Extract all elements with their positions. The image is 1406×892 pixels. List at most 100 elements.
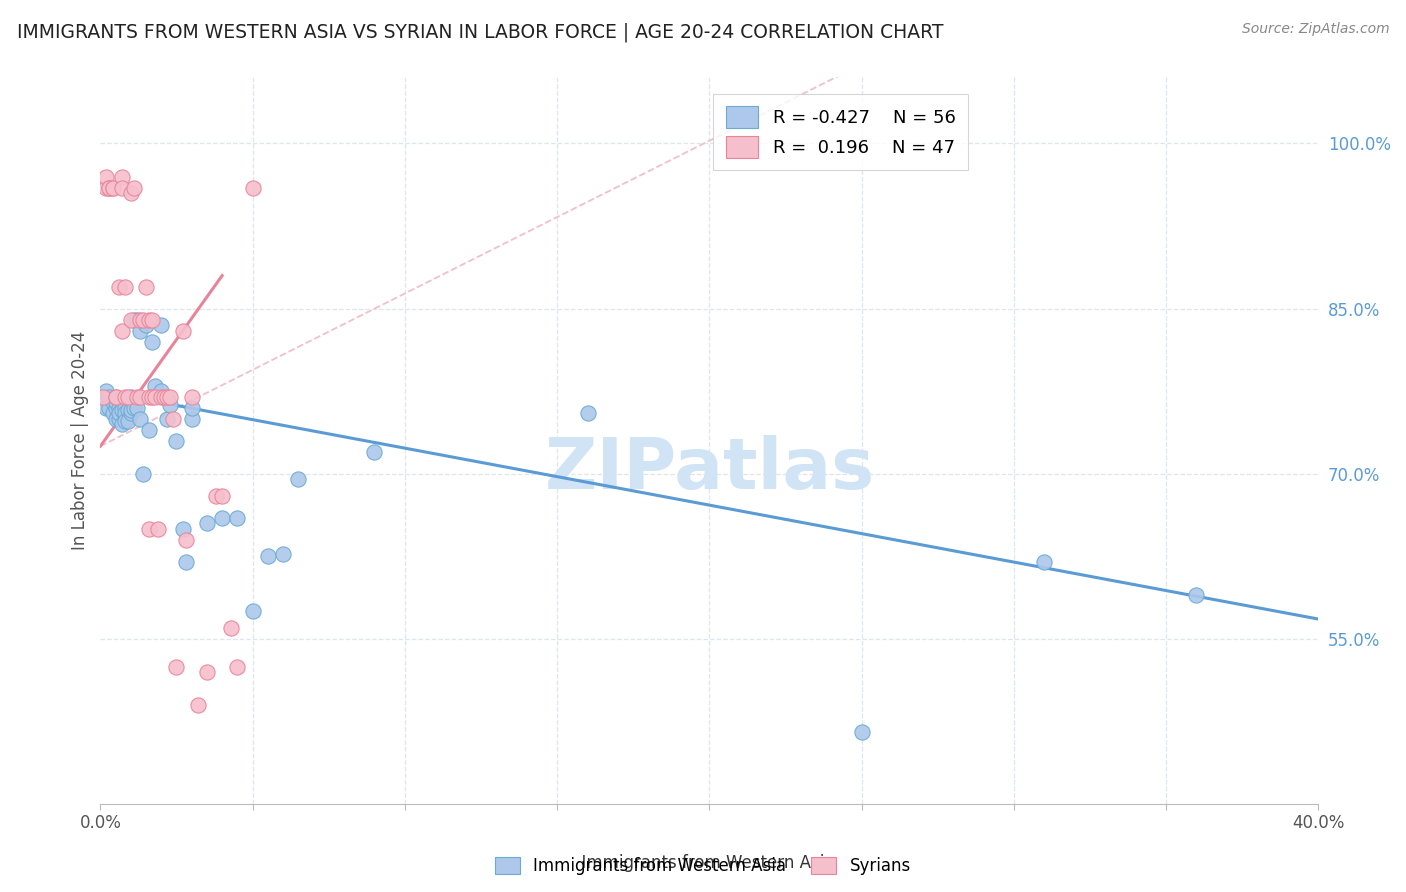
Point (138, 522, 160, 536)
Point (172, 324, 194, 338)
Point (162, 411, 184, 425)
Point (129, 390, 152, 404)
Point (98, 180, 121, 194)
Point (166, 660, 188, 674)
Point (101, 406, 124, 420)
Point (211, 510, 233, 524)
Point (159, 399, 181, 413)
Point (156, 390, 179, 404)
Point (150, 390, 173, 404)
Point (138, 312, 160, 326)
Point (138, 423, 160, 437)
Point (122, 401, 145, 415)
Text: Immigrants from Western Asia: Immigrants from Western Asia (571, 855, 835, 872)
Point (195, 665, 218, 679)
Point (242, 180, 264, 194)
Point (219, 621, 242, 635)
Point (101, 180, 124, 194)
Point (187, 698, 209, 712)
Point (120, 312, 142, 326)
Point (120, 186, 142, 200)
Point (120, 406, 142, 420)
Point (135, 279, 157, 293)
Point (107, 411, 129, 425)
Point (143, 390, 166, 404)
Point (114, 390, 136, 404)
Point (104, 390, 127, 404)
Point (117, 414, 139, 428)
Point (96, 169, 118, 184)
Point (287, 472, 309, 486)
Point (153, 390, 176, 404)
Point (851, 725, 873, 739)
Point (101, 395, 124, 409)
Point (1033, 555, 1056, 569)
Point (101, 180, 124, 194)
Point (96, 384, 118, 399)
Point (226, 510, 249, 524)
Point (98, 180, 121, 194)
Point (129, 324, 152, 338)
Point (132, 467, 155, 481)
Point (166, 434, 188, 448)
Point (141, 334, 163, 349)
Point (174, 533, 197, 547)
Point (195, 516, 218, 531)
Point (117, 390, 139, 404)
Point (256, 549, 278, 564)
Point (114, 279, 136, 293)
Point (135, 318, 157, 332)
Point (104, 411, 127, 425)
Point (104, 390, 127, 404)
Point (125, 312, 148, 326)
Point (138, 390, 160, 404)
Point (111, 395, 134, 409)
Point (111, 324, 134, 338)
Point (180, 411, 202, 425)
Point (111, 417, 134, 432)
Point (117, 403, 139, 417)
Point (156, 411, 179, 425)
Point (129, 312, 152, 326)
Point (1185, 588, 1208, 602)
Point (141, 390, 163, 404)
Text: ZIPatlas: ZIPatlas (544, 435, 875, 504)
Point (120, 390, 142, 404)
Point (111, 403, 134, 417)
Point (114, 406, 136, 420)
Point (180, 401, 202, 415)
Legend: Immigrants from Western Asia, Syrians: Immigrants from Western Asia, Syrians (486, 849, 920, 884)
Point (141, 312, 163, 326)
Point (93, 390, 115, 404)
Point (125, 401, 148, 415)
Text: Source: ZipAtlas.com: Source: ZipAtlas.com (1241, 22, 1389, 37)
Text: IMMIGRANTS FROM WESTERN ASIA VS SYRIAN IN LABOR FORCE | AGE 20-24 CORRELATION CH: IMMIGRANTS FROM WESTERN ASIA VS SYRIAN I… (17, 22, 943, 42)
Point (148, 522, 170, 536)
Point (93, 390, 115, 404)
Legend: R = -0.427    N = 56, R =  0.196    N = 47: R = -0.427 N = 56, R = 0.196 N = 47 (713, 94, 969, 170)
Point (143, 378, 166, 392)
Point (576, 406, 599, 420)
Point (271, 547, 294, 561)
Point (211, 489, 233, 503)
Point (129, 411, 152, 425)
Point (180, 390, 202, 404)
Point (205, 489, 228, 503)
Point (114, 414, 136, 428)
Point (150, 318, 173, 332)
Point (114, 401, 136, 415)
Point (122, 312, 145, 326)
Point (98, 401, 121, 415)
Point (150, 384, 173, 399)
Point (159, 390, 181, 404)
Point (363, 444, 385, 458)
Point (242, 604, 264, 618)
Point (104, 395, 127, 409)
Point (111, 180, 134, 194)
Point (120, 403, 142, 417)
Point (107, 406, 129, 420)
Point (125, 390, 148, 404)
Point (107, 401, 129, 415)
Y-axis label: In Labor Force | Age 20-24: In Labor Force | Age 20-24 (72, 331, 89, 550)
Point (174, 555, 197, 569)
